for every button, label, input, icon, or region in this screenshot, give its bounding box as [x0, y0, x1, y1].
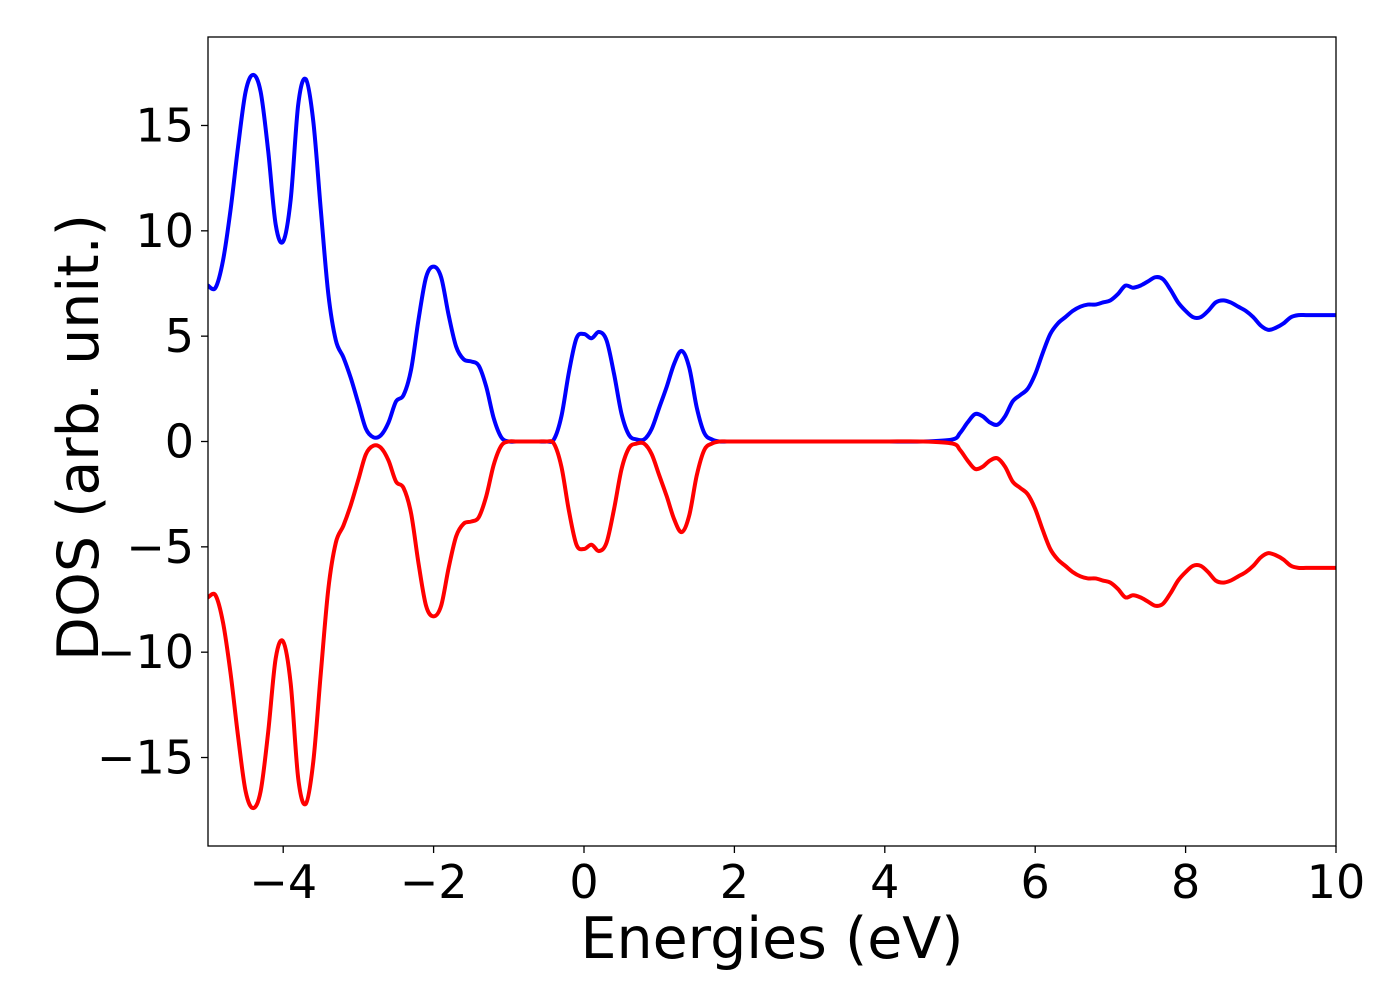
y-tick-label: 15: [135, 98, 194, 152]
y-tick-label: −5: [126, 520, 194, 574]
y-axis-ticks: 15 10 5 0 −5 −10 −15: [97, 98, 208, 785]
y-tick-label: 5: [165, 309, 194, 363]
x-tick-label: 2: [720, 855, 749, 909]
y-tick-label: 0: [165, 415, 194, 469]
y-tick-label: 10: [135, 204, 194, 258]
dos-series-line-negative: [208, 439, 1336, 811]
y-axis-label: DOS (arb. unit.): [46, 214, 112, 661]
x-tick-label: 6: [1021, 855, 1050, 909]
x-tick-label: −4: [249, 855, 317, 909]
x-tick-label: 4: [870, 855, 899, 909]
y-tick-label: −15: [97, 731, 194, 785]
x-axis-label: Energies (eV): [580, 906, 963, 972]
y-tick-label: −10: [97, 625, 194, 679]
dos-series-line-positive: [208, 72, 1336, 444]
x-tick-label: 10: [1307, 855, 1366, 909]
x-axis-ticks: −4 −2 0 2 4 6 8 10: [249, 846, 1365, 909]
series-layer: [208, 72, 1336, 811]
x-tick-label: −2: [400, 855, 468, 909]
plot-frame: [207, 36, 1337, 847]
x-tick-label: 0: [569, 855, 598, 909]
x-tick-label: 8: [1171, 855, 1200, 909]
